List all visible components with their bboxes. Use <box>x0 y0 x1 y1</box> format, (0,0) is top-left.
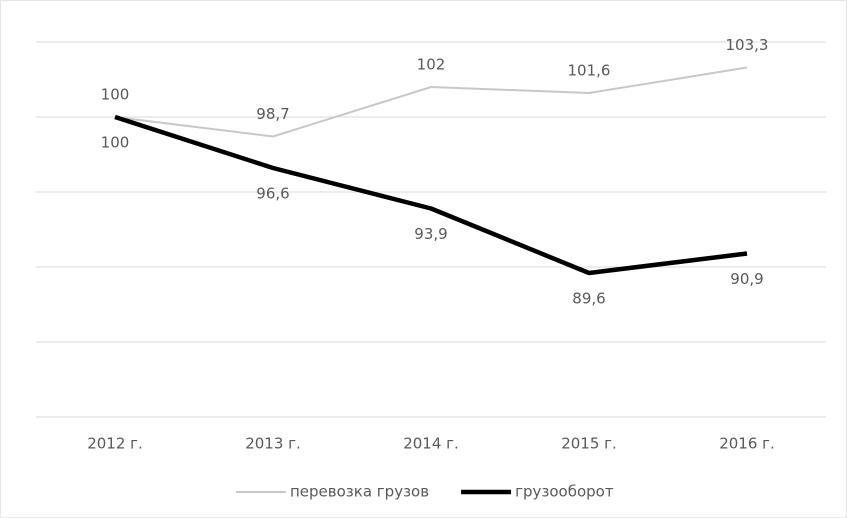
x-tick-label: 2014 г. <box>403 435 459 453</box>
x-tick-label: 2016 г. <box>719 435 775 453</box>
series-line <box>114 66 748 138</box>
legend-label: грузооборот <box>515 483 614 501</box>
data-label: 89,6 <box>572 290 605 308</box>
data-label: 102 <box>417 56 446 74</box>
x-tick-label: 2013 г. <box>245 435 301 453</box>
data-label: 98,7 <box>256 105 289 123</box>
x-tick-label: 2015 г. <box>561 435 617 453</box>
data-label: 100 <box>101 86 130 104</box>
x-tick-label: 2012 г. <box>87 435 143 453</box>
legend-label: перевозка грузов <box>290 483 429 501</box>
data-label: 93,9 <box>414 225 447 243</box>
data-label: 90,9 <box>730 270 763 288</box>
data-label: 100 <box>101 134 130 152</box>
data-label: 103,3 <box>726 36 769 54</box>
series-line <box>114 114 748 276</box>
data-label: 101,6 <box>568 62 611 80</box>
data-label: 96,6 <box>256 185 289 203</box>
